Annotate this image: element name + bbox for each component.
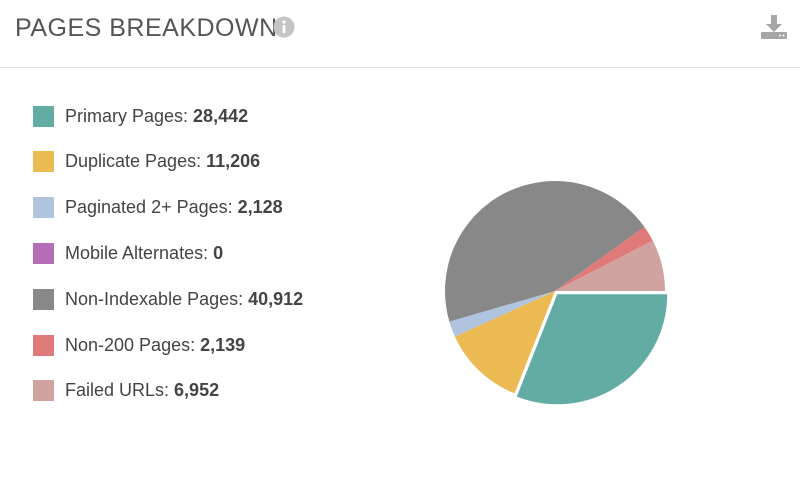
panel-title: PAGES BREAKDOWN [15,14,278,42]
legend-item[interactable]: Mobile Alternates: 0 [33,241,223,265]
legend-value: 0 [213,242,224,263]
pie-slice[interactable] [445,181,645,322]
pie-slice[interactable] [555,240,665,291]
legend-swatch [33,151,54,173]
legend-label: Paginated 2+ Pages: 2,128 [65,197,283,218]
pie-slice[interactable] [516,294,668,405]
panel-header: PAGES BREAKDOWN [0,0,800,68]
legend-value: 40,912 [248,288,304,309]
legend-label: Non-200 Pages: 2,139 [65,334,246,355]
legend-label: Duplicate Pages: 11,206 [65,151,261,172]
pie-slice[interactable] [449,291,555,337]
legend-label: Mobile Alternates: 0 [65,242,224,263]
legend-value: 2,139 [200,334,246,355]
legend-item[interactable]: Failed URLs: 6,952 [33,379,219,403]
info-icon[interactable] [273,16,295,38]
legend-item[interactable]: Primary Pages: 28,442 [33,104,248,128]
legend-value: 11,206 [206,151,261,172]
legend-item[interactable]: Non-Indexable Pages: 40,912 [33,287,303,311]
legend-swatch [33,242,54,264]
legend-label: Primary Pages: 28,442 [65,105,249,126]
legend-swatch [33,105,54,127]
legend-value: 28,442 [193,105,249,126]
legend-item[interactable]: Paginated 2+ Pages: 2,128 [33,196,283,220]
legend-swatch [33,197,54,219]
legend-swatch [33,288,54,310]
pie-slice[interactable] [555,226,653,291]
legend-label: Failed URLs: 6,952 [65,380,220,401]
legend-item[interactable]: Non-200 Pages: 2,139 [33,333,245,357]
pie-chart [445,181,668,405]
legend-label: Non-Indexable Pages: 40,912 [65,288,304,309]
legend-value: 2,128 [237,197,283,218]
legend-swatch [33,334,54,356]
legend-value: 6,952 [174,380,220,401]
pie-slice[interactable] [454,291,555,394]
legend-swatch [33,380,54,402]
legend-item[interactable]: Duplicate Pages: 11,206 [33,150,260,174]
download-icon[interactable] [759,14,789,40]
